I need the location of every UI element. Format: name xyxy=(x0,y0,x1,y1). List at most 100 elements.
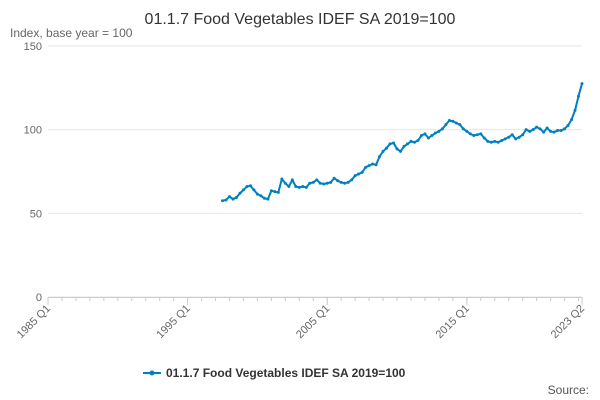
data-point xyxy=(371,162,375,166)
legend[interactable]: 01.1.7 Food Vegetables IDEF SA 2019=100 xyxy=(143,366,406,380)
data-point xyxy=(360,170,364,174)
data-point xyxy=(517,135,521,139)
data-point xyxy=(419,134,423,138)
data-point xyxy=(472,134,476,138)
y-axis: 0 50 100 150 xyxy=(24,41,42,304)
y-tick-label: 150 xyxy=(24,41,42,53)
data-point xyxy=(559,129,563,132)
data-point xyxy=(440,127,444,131)
data-point xyxy=(353,174,357,178)
data-point xyxy=(259,194,263,198)
data-point xyxy=(336,179,340,183)
data-point xyxy=(573,108,577,112)
data-point xyxy=(566,123,570,127)
data-point xyxy=(311,180,315,184)
data-point xyxy=(350,178,354,182)
data-point xyxy=(374,163,378,167)
data-point xyxy=(538,127,542,131)
data-point xyxy=(234,195,238,199)
data-point xyxy=(224,198,228,202)
data-point xyxy=(318,181,322,185)
data-point xyxy=(514,137,518,141)
data-point xyxy=(556,129,560,132)
x-tick-label: 2023 Q2 xyxy=(549,303,587,341)
source-credit[interactable]: Source: xyxy=(548,383,589,397)
data-point xyxy=(447,118,451,122)
data-point xyxy=(402,144,406,148)
data-point xyxy=(301,185,305,189)
data-point xyxy=(458,123,462,127)
data-point xyxy=(399,149,403,153)
y-tick-label: 0 xyxy=(36,292,42,304)
data-point xyxy=(451,119,455,123)
data-point xyxy=(290,178,294,182)
data-point xyxy=(381,149,385,153)
data-point xyxy=(346,180,350,184)
data-point xyxy=(343,181,347,185)
chart-title: 01.1.7 Food Vegetables IDEF SA 2019=100 xyxy=(145,11,456,28)
data-point xyxy=(325,181,329,185)
data-point xyxy=(364,165,368,169)
data-point xyxy=(221,199,225,203)
data-point xyxy=(297,185,301,189)
data-point xyxy=(405,142,409,146)
data-point xyxy=(294,185,298,189)
data-point xyxy=(482,136,486,140)
data-point xyxy=(241,188,245,192)
data-point xyxy=(486,139,490,143)
data-point xyxy=(315,178,319,182)
data-point xyxy=(357,172,361,176)
data-point xyxy=(266,197,270,201)
data-point xyxy=(542,130,546,134)
data-point xyxy=(412,140,416,144)
series-line-0 xyxy=(222,83,583,202)
data-point xyxy=(245,185,249,189)
x-tick-label: 2015 Q1 xyxy=(434,303,472,341)
legend-label: 01.1.7 Food Vegetables IDEF SA 2019=100 xyxy=(166,366,406,380)
data-point xyxy=(549,129,553,133)
data-point xyxy=(580,82,584,86)
data-point xyxy=(385,146,389,150)
data-point xyxy=(545,126,549,130)
data-point xyxy=(287,185,291,189)
data-point xyxy=(433,131,437,135)
data-point xyxy=(248,184,252,188)
data-point xyxy=(437,129,441,133)
data-point xyxy=(262,196,266,200)
data-point xyxy=(238,191,242,195)
data-point xyxy=(531,128,535,132)
data-point xyxy=(552,130,556,134)
data-point xyxy=(308,181,312,185)
data-point xyxy=(304,185,308,189)
data-point xyxy=(475,133,479,137)
data-point xyxy=(493,139,497,143)
data-point xyxy=(252,188,256,192)
data-point xyxy=(461,127,465,131)
data-point xyxy=(503,137,507,141)
data-point xyxy=(332,176,336,180)
data-point xyxy=(524,128,528,132)
data-point xyxy=(535,125,539,129)
data-point xyxy=(392,141,396,145)
data-point xyxy=(468,132,472,136)
series-group xyxy=(221,82,584,203)
x-tick-label: 1995 Q1 xyxy=(154,303,192,341)
y-tick-label: 100 xyxy=(24,125,42,137)
data-point xyxy=(395,147,399,151)
data-point xyxy=(231,197,235,201)
data-point xyxy=(423,132,427,136)
data-point xyxy=(563,127,567,131)
data-point xyxy=(426,136,430,140)
data-point xyxy=(227,195,231,199)
data-point xyxy=(329,180,333,184)
x-tick-label: 1985 Q1 xyxy=(15,303,53,341)
data-point xyxy=(507,135,511,139)
data-point xyxy=(454,121,458,125)
data-point xyxy=(416,139,420,143)
data-point xyxy=(570,118,574,122)
data-point xyxy=(378,154,382,158)
data-point xyxy=(322,182,326,186)
x-axis: 1985 Q1 1995 Q1 2005 Q1 2015 Q1 2023 Q2 xyxy=(15,297,587,341)
gridlines xyxy=(48,45,582,298)
data-point xyxy=(496,140,500,144)
